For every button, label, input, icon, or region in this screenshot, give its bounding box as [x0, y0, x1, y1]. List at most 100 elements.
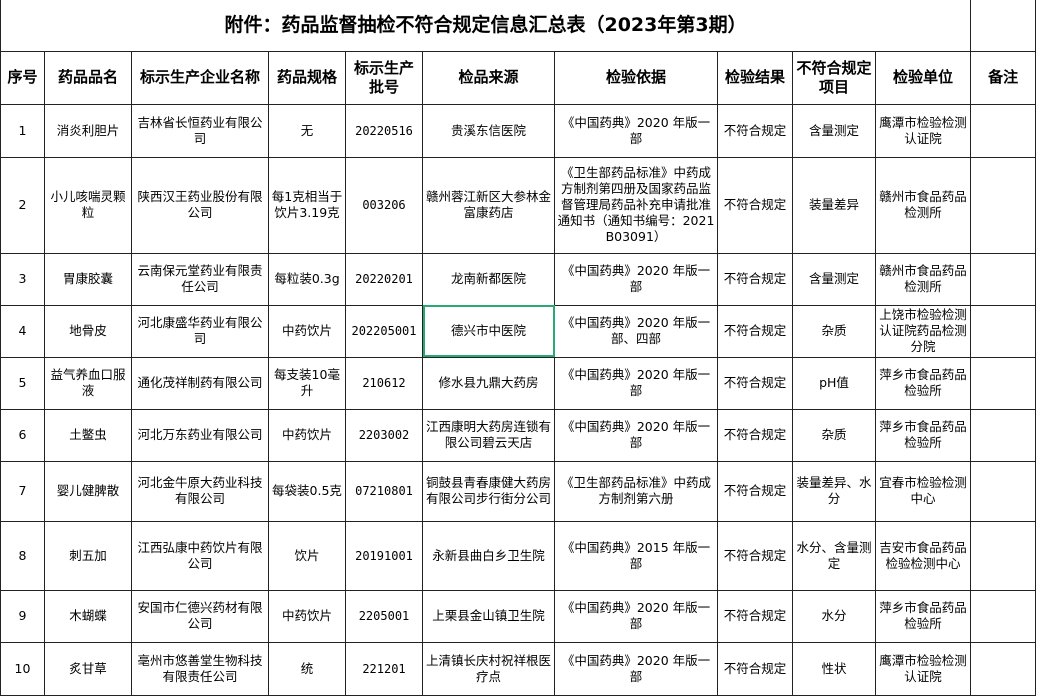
- cell-drug-name[interactable]: 婴儿健脾散: [44, 460, 132, 522]
- cell-manufacturer[interactable]: 江西弘康中药饮片有限公司: [131, 520, 269, 591]
- cell-index[interactable]: 1: [0, 103, 45, 158]
- cell-inspection-basis[interactable]: 《中国药典》2020 年版一部: [554, 252, 718, 306]
- cell-sample-source[interactable]: 修水县九鼎大药房: [422, 356, 555, 410]
- cell-failed-item[interactable]: 装量差异: [792, 156, 876, 254]
- cell-batch-number[interactable]: 2205001: [345, 589, 423, 643]
- column-header-manufacturer[interactable]: 标示生产企业名称: [131, 50, 269, 105]
- title-blank-cell[interactable]: [970, 0, 1037, 52]
- cell-inspection-basis[interactable]: 《中国药典》2020 年版一部: [554, 408, 718, 462]
- cell-result[interactable]: 不符合规定: [717, 356, 793, 410]
- cell-specification[interactable]: 每粒装0.3g: [268, 252, 346, 306]
- cell-inspection-unit[interactable]: 赣州市食品药品检测所: [874, 252, 972, 306]
- cell-sample-source[interactable]: 赣州蓉江新区大参林金富康药店: [422, 156, 555, 254]
- cell-sample-source[interactable]: 龙南新都医院: [422, 252, 555, 306]
- column-header-specification[interactable]: 药品规格: [268, 50, 346, 105]
- cell-sample-source[interactable]: 铜鼓县青春康健大药房有限公司步行街分公司: [422, 460, 555, 522]
- cell-remarks[interactable]: [970, 103, 1037, 158]
- cell-sample-source[interactable]: 上清镇长庆村祝祥根医疗点: [422, 641, 555, 696]
- column-header-index[interactable]: 序号: [0, 50, 45, 105]
- cell-index[interactable]: 7: [0, 460, 45, 522]
- cell-result[interactable]: 不符合规定: [717, 408, 793, 462]
- cell-remarks[interactable]: [970, 520, 1037, 591]
- cell-result[interactable]: 不符合规定: [717, 589, 793, 643]
- cell-manufacturer[interactable]: 亳州市悠善堂生物科技有限责任公司: [131, 641, 269, 696]
- cell-manufacturer[interactable]: 安国市仁德兴药材有限公司: [131, 589, 269, 643]
- cell-result[interactable]: 不符合规定: [717, 156, 793, 254]
- cell-specification[interactable]: 每支装10毫升: [268, 356, 346, 410]
- cell-specification[interactable]: 无: [268, 103, 346, 158]
- cell-result[interactable]: 不符合规定: [717, 103, 793, 158]
- cell-batch-number[interactable]: 20220516: [345, 103, 423, 158]
- cell-inspection-unit[interactable]: 萍乡市食品药品检验所: [874, 408, 972, 462]
- cell-drug-name[interactable]: 小儿咳喘灵颗粒: [44, 156, 132, 254]
- cell-remarks[interactable]: [970, 356, 1037, 410]
- column-header-batch-number[interactable]: 标示生产批号: [345, 50, 423, 105]
- cell-sample-source[interactable]: 德兴市中医院: [422, 304, 555, 358]
- column-header-drug-name[interactable]: 药品品名: [44, 50, 132, 105]
- page-title[interactable]: 附件：药品监督抽检不符合规定信息汇总表（2023年第3期）: [0, 0, 972, 52]
- cell-remarks[interactable]: [970, 408, 1037, 462]
- cell-specification[interactable]: 饮片: [268, 520, 346, 591]
- cell-drug-name[interactable]: 地骨皮: [44, 304, 132, 358]
- cell-index[interactable]: 5: [0, 356, 45, 410]
- cell-inspection-basis[interactable]: 《中国药典》2020 年版一部: [554, 641, 718, 696]
- cell-failed-item[interactable]: 装量差异、水分: [792, 460, 876, 522]
- cell-specification[interactable]: 每袋装0.5克: [268, 460, 346, 522]
- cell-inspection-unit[interactable]: 萍乡市食品药品检验所: [874, 356, 972, 410]
- cell-drug-name[interactable]: 土鳖虫: [44, 408, 132, 462]
- cell-specification[interactable]: 统: [268, 641, 346, 696]
- cell-drug-name[interactable]: 木蝴蝶: [44, 589, 132, 643]
- cell-batch-number[interactable]: 20191001: [345, 520, 423, 591]
- cell-drug-name[interactable]: 消炎利胆片: [44, 103, 132, 158]
- cell-failed-item[interactable]: 含量测定: [792, 252, 876, 306]
- cell-remarks[interactable]: [970, 252, 1037, 306]
- cell-sample-source[interactable]: 江西康明大药房连锁有限公司碧云天店: [422, 408, 555, 462]
- cell-sample-source[interactable]: 上栗县金山镇卫生院: [422, 589, 555, 643]
- cell-drug-name[interactable]: 胃康胶囊: [44, 252, 132, 306]
- cell-inspection-unit[interactable]: 鹰潭市检验检测认证院: [874, 641, 972, 696]
- cell-result[interactable]: 不符合规定: [717, 460, 793, 522]
- cell-inspection-basis[interactable]: 《卫生部药品标准》中药成方制剂第六册: [554, 460, 718, 522]
- cell-batch-number[interactable]: 20220201: [345, 252, 423, 306]
- cell-batch-number[interactable]: 202205001: [345, 304, 423, 358]
- cell-specification[interactable]: 中药饮片: [268, 408, 346, 462]
- cell-drug-name[interactable]: 刺五加: [44, 520, 132, 591]
- cell-batch-number[interactable]: 221201: [345, 641, 423, 696]
- cell-manufacturer[interactable]: 河北金牛原大药业科技有限公司: [131, 460, 269, 522]
- cell-manufacturer[interactable]: 河北康盛华药业有限公司: [131, 304, 269, 358]
- column-header-result[interactable]: 检验结果: [717, 50, 793, 105]
- cell-batch-number[interactable]: 210612: [345, 356, 423, 410]
- cell-specification[interactable]: 中药饮片: [268, 304, 346, 358]
- cell-failed-item[interactable]: 水分: [792, 589, 876, 643]
- cell-inspection-unit[interactable]: 鹰潭市检验检测认证院: [874, 103, 972, 158]
- cell-inspection-basis[interactable]: 《中国药典》2020 年版一部、四部: [554, 304, 718, 358]
- cell-batch-number[interactable]: 07210801: [345, 460, 423, 522]
- cell-remarks[interactable]: [970, 304, 1037, 358]
- cell-failed-item[interactable]: 杂质: [792, 304, 876, 358]
- cell-manufacturer[interactable]: 通化茂祥制药有限公司: [131, 356, 269, 410]
- cell-result[interactable]: 不符合规定: [717, 252, 793, 306]
- cell-specification[interactable]: 每1克相当于饮片3.19克: [268, 156, 346, 254]
- cell-inspection-basis[interactable]: 《中国药典》2020 年版一部: [554, 356, 718, 410]
- cell-inspection-unit[interactable]: 吉安市食品药品检验检测中心: [874, 520, 972, 591]
- cell-manufacturer[interactable]: 吉林省长恒药业有限公司: [131, 103, 269, 158]
- column-header-inspection-basis[interactable]: 检验依据: [554, 50, 718, 105]
- cell-batch-number[interactable]: 003206: [345, 156, 423, 254]
- cell-drug-name[interactable]: 炙甘草: [44, 641, 132, 696]
- cell-specification[interactable]: 中药饮片: [268, 589, 346, 643]
- cell-index[interactable]: 10: [0, 641, 45, 696]
- cell-failed-item[interactable]: 水分、含量测定: [792, 520, 876, 591]
- column-header-inspection-unit[interactable]: 检验单位: [874, 50, 972, 105]
- cell-inspection-basis[interactable]: 《中国药典》2020 年版一部: [554, 103, 718, 158]
- cell-result[interactable]: 不符合规定: [717, 641, 793, 696]
- cell-index[interactable]: 4: [0, 304, 45, 358]
- cell-sample-source[interactable]: 贵溪东信医院: [422, 103, 555, 158]
- cell-manufacturer[interactable]: 河北万东药业有限公司: [131, 408, 269, 462]
- cell-failed-item[interactable]: 杂质: [792, 408, 876, 462]
- cell-result[interactable]: 不符合规定: [717, 520, 793, 591]
- cell-inspection-unit[interactable]: 萍乡市食品药品检验所: [874, 589, 972, 643]
- cell-index[interactable]: 6: [0, 408, 45, 462]
- cell-manufacturer[interactable]: 云南保元堂药业有限责任公司: [131, 252, 269, 306]
- cell-index[interactable]: 9: [0, 589, 45, 643]
- cell-inspection-basis[interactable]: 《中国药典》2020 年版一部: [554, 589, 718, 643]
